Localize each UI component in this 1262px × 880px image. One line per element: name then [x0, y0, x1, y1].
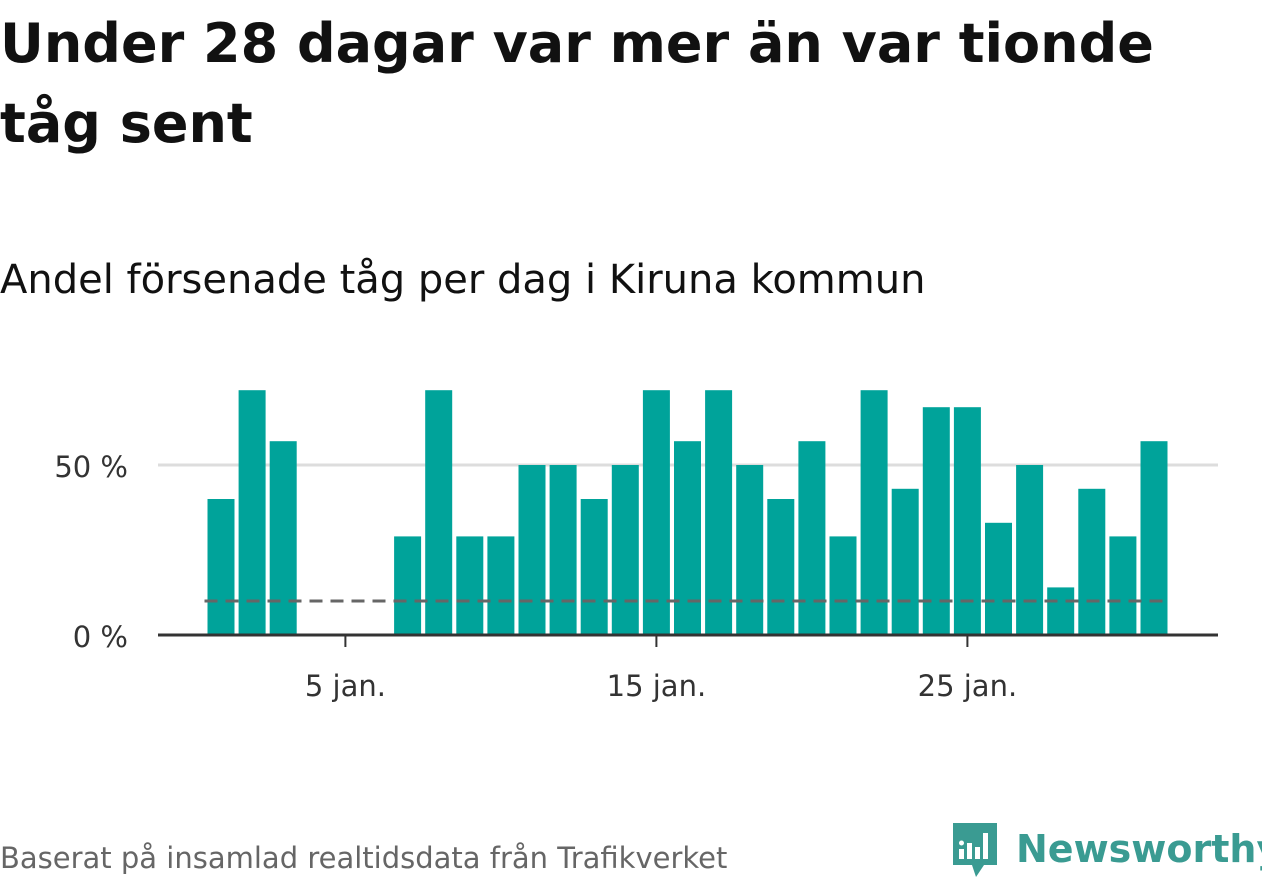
x-tick-label: 15 jan. [607, 669, 707, 703]
newsworthy-logo-icon [953, 823, 997, 877]
brand-logo[interactable]: Newsworthy [950, 818, 1262, 880]
bar [207, 499, 235, 635]
bar [922, 407, 950, 635]
y-tick-label: 50 % [54, 450, 128, 484]
y-tick-label: 0 % [73, 620, 128, 654]
bar [674, 441, 701, 635]
chart-subtitle: Andel försenade tåg per dag i Kiruna kom… [0, 257, 926, 303]
bar [860, 390, 888, 635]
bar [1140, 441, 1168, 635]
bar [580, 499, 608, 635]
bar [767, 499, 795, 635]
bar [891, 488, 919, 635]
bar [238, 390, 266, 635]
x-tick-label: 25 jan. [918, 669, 1018, 703]
bar [269, 441, 297, 635]
bar [456, 536, 484, 635]
bar [487, 536, 515, 635]
bar [798, 441, 826, 635]
bar [985, 522, 1012, 635]
bar [705, 390, 733, 635]
chart-title: Under 28 dagar var mer än var tionde tåg… [0, 12, 1154, 155]
bar [1047, 587, 1075, 635]
bar [953, 407, 981, 635]
bar [642, 390, 670, 635]
bar [829, 536, 857, 635]
source-footer: Baserat på insamlad realtidsdata från Tr… [0, 841, 728, 875]
bar [425, 390, 453, 635]
bar [518, 465, 546, 635]
bar [1078, 488, 1106, 635]
bar [549, 465, 577, 635]
bar-chart: 0 % 50 % 5 jan. 15 jan. 25 jan. [54, 390, 1218, 703]
bar [611, 465, 639, 635]
bar [1016, 465, 1044, 635]
bar [1109, 536, 1137, 635]
brand-name: Newsworthy [1016, 827, 1262, 871]
bar [394, 536, 422, 635]
axes: 0 % 50 % 5 jan. 15 jan. 25 jan. [54, 450, 1218, 703]
bar [736, 465, 764, 635]
bars [207, 390, 1168, 635]
x-tick-label: 5 jan. [305, 669, 386, 703]
